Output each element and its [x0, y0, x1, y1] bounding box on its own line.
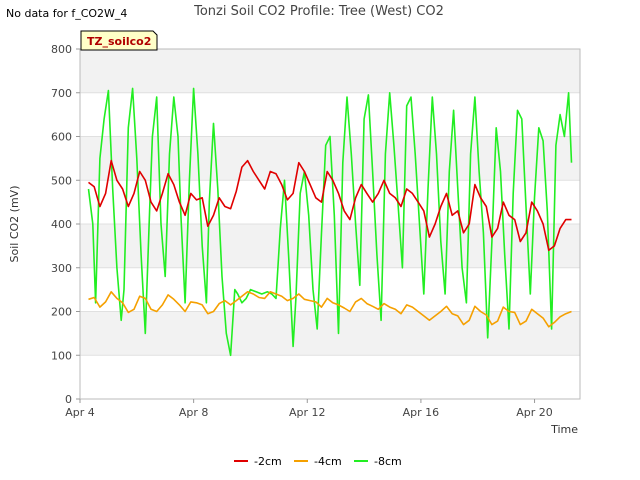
plot-background-bands: [80, 48, 580, 400]
x-tick-label: Apr 16: [403, 406, 440, 419]
series-line-4cmcm: [88, 290, 572, 328]
band-100-200: [80, 311, 580, 356]
x-axis-ticks: Apr 4 Apr 8 Apr 12 Apr 16 Apr 20: [65, 399, 553, 419]
band-700-800: [80, 49, 580, 93]
badge: TZ_soilco2: [80, 30, 158, 51]
badge-label: TZ_soilco2: [87, 35, 151, 48]
y-tick-label: 500: [51, 174, 72, 187]
x-tick-label: Apr 12: [289, 406, 326, 419]
legend-label: -8cm: [374, 455, 402, 468]
series-lines: [87, 87, 573, 357]
no-data-note: No data for f_CO2W_4: [6, 7, 128, 20]
y-tick-label: 100: [51, 349, 72, 362]
x-axis-label: Time: [550, 423, 578, 436]
badge-box: [80, 30, 158, 51]
y-tick-label: 400: [51, 218, 72, 231]
y-tick-label: 800: [51, 43, 72, 56]
y-tick-label: 200: [51, 306, 72, 319]
band-0-100: [80, 355, 580, 399]
x-tick-label: Apr 20: [516, 406, 553, 419]
y-tick-label: 300: [51, 262, 72, 275]
chart-title: Tonzi Soil CO2 Profile: Tree (West) CO2: [193, 4, 444, 19]
y-tick-label: 700: [51, 87, 72, 100]
legend: -2cm -4cm -8cm: [234, 455, 402, 468]
y-axis-ticks: 0 100 200 300 400 500 600 700 800: [51, 43, 80, 406]
series-line-8cmcm: [87, 87, 573, 357]
legend-label: -2cm: [254, 455, 282, 468]
y-tick-label: 0: [65, 393, 72, 406]
x-tick-label: Apr 8: [179, 406, 209, 419]
band-200-300: [80, 267, 580, 312]
legend-label: -4cm: [314, 455, 342, 468]
band-400-500: [80, 180, 580, 224]
x-tick-label: Apr 4: [65, 406, 95, 419]
series-line-2cmcm: [88, 159, 572, 252]
y-tick-label: 600: [51, 131, 72, 144]
y-axis-label: Soil CO2 (mV): [8, 186, 21, 263]
